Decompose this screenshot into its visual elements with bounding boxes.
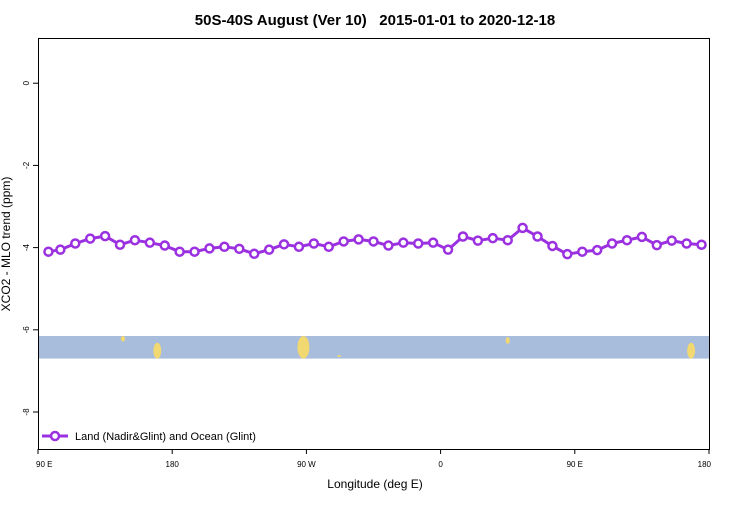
y-tick-label: -8 (22, 408, 31, 416)
land-ocean-mask (39, 335, 709, 359)
land-patch (297, 335, 310, 359)
x-tick-label: 90 E (567, 460, 583, 469)
data-point (263, 244, 275, 255)
data-point (696, 239, 707, 250)
data-point (636, 231, 648, 243)
data-point (174, 246, 185, 257)
data-point (562, 248, 573, 260)
x-axis-label: Longitude (deg E) (327, 477, 422, 491)
data-point (293, 241, 305, 253)
data-point (129, 234, 141, 246)
y-tick-label: 0 (22, 80, 31, 85)
data-point (323, 241, 335, 253)
data-point (517, 222, 528, 234)
data-point (70, 238, 81, 249)
ocean-band (39, 335, 709, 359)
data-point (159, 240, 170, 251)
legend-marker-sample (49, 430, 61, 442)
data-point (353, 234, 364, 245)
data-point (43, 246, 54, 257)
data-point (412, 238, 424, 249)
land-patch (120, 335, 125, 342)
data-point (99, 230, 111, 242)
data-point (204, 243, 215, 254)
plot-frame (38, 38, 710, 450)
data-point (84, 233, 96, 244)
data-point (681, 238, 692, 249)
land-patch (153, 342, 162, 359)
data-point (383, 240, 394, 251)
chart-title: 50S-40S August (Ver 10) 2015-01-01 to 20… (195, 12, 555, 29)
data-point (398, 237, 409, 248)
land-patch (505, 337, 510, 344)
data-point (248, 248, 260, 260)
legend: Land (Nadir&Glint) and Ocean (Glint) (42, 430, 256, 443)
data-point (219, 241, 230, 253)
data-point (577, 246, 588, 257)
data-point (472, 235, 484, 246)
legend-label: Land (Nadir&Glint) and Ocean (Glint) (75, 431, 256, 443)
data-point (55, 244, 66, 255)
data-point (278, 239, 290, 250)
x-tick-label: 90 W (297, 460, 316, 469)
land-patch (337, 355, 342, 357)
x-tick-label: 90 E (36, 460, 52, 469)
data-point (114, 239, 126, 250)
data-point (338, 236, 349, 247)
x-tick-label: 180 (166, 460, 180, 469)
data-point (144, 237, 156, 248)
data-point (427, 237, 439, 248)
data-point (532, 231, 543, 242)
data-point (308, 238, 320, 249)
axes: 90 E 180 90 W 0 90 E 180 0 -2 -4 -6 -8 (22, 80, 712, 469)
data-point (547, 240, 558, 252)
y-axis-label: XCO2 - MLO trend (ppm) (0, 177, 13, 312)
data-point (234, 243, 245, 255)
data-point (368, 236, 379, 247)
data-point (457, 231, 469, 242)
x-tick-label: 0 (438, 460, 443, 469)
data-point (442, 244, 454, 255)
x-tick-label: 180 (698, 460, 712, 469)
y-tick-label: -6 (22, 326, 31, 334)
series-layer (43, 222, 707, 260)
data-point (651, 239, 663, 251)
data-point (621, 234, 633, 246)
data-point (606, 238, 618, 249)
data-point (189, 246, 200, 257)
data-point (666, 235, 677, 246)
data-point (487, 232, 499, 244)
y-tick-label: -4 (22, 244, 31, 252)
y-tick-label: -2 (22, 161, 31, 169)
land-patch (687, 342, 696, 359)
data-point (591, 244, 603, 256)
data-point (502, 234, 513, 246)
